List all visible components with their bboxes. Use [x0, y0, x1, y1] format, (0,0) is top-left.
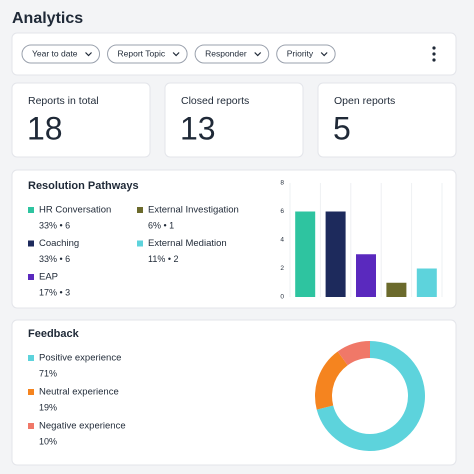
stat-label: Reports in total: [28, 95, 99, 107]
chevron: [254, 52, 262, 57]
chevron: [172, 52, 180, 57]
legend-swatch: [28, 423, 34, 429]
bar: [325, 211, 346, 297]
legend-swatch: [137, 207, 143, 213]
y-tick-label: 4: [280, 237, 284, 244]
filter-label: Priority: [287, 48, 314, 58]
legend-value: 10%: [39, 436, 57, 446]
legend-label: HR Conversation: [39, 205, 111, 216]
legend-label: Negative experience: [39, 421, 126, 432]
page-title: Analytics: [12, 10, 83, 27]
y-tick-label: 8: [280, 180, 284, 187]
legend-swatch: [137, 240, 143, 247]
y-tick-label: 2: [280, 265, 284, 272]
donut-slice: [315, 351, 348, 410]
more-menu[interactable]: [432, 46, 436, 62]
stat-card: [11, 82, 151, 158]
filter-pill: [276, 44, 336, 64]
donut-slice: [337, 341, 370, 366]
legend-value: 33% • 6: [39, 254, 70, 264]
y-tick-label: 0: [280, 294, 284, 301]
stat-card: [164, 82, 304, 158]
legend-label: Neutral experience: [39, 387, 119, 398]
legend-label: External Investigation: [148, 205, 239, 216]
filter-pill: [21, 44, 101, 64]
legend-swatch: [28, 355, 34, 361]
filter-label: Report Topic: [118, 48, 166, 58]
legend-value: 71%: [39, 368, 57, 378]
stats: Reports in total 18 Closed reports 13 Open r…: [11, 82, 457, 158]
stat-value: 13: [180, 110, 216, 146]
filter-dropdown[interactable]: Responder: [194, 44, 270, 64]
chevron: [320, 52, 328, 57]
bar: [416, 268, 437, 297]
legend-label: External Mediation: [148, 238, 227, 249]
stat-label: Closed reports: [181, 95, 249, 107]
filter-pill: [194, 44, 270, 64]
y-tick-label: 6: [280, 208, 284, 215]
legend-swatch: [28, 240, 34, 247]
stat-card: [317, 82, 457, 158]
filter-dropdown[interactable]: Report Topic: [107, 44, 188, 64]
legend-swatch: [28, 389, 34, 395]
chart-title: Resolution Pathways: [28, 180, 139, 192]
bar: [386, 282, 407, 297]
chevron: [85, 52, 92, 57]
donut-slice: [316, 341, 425, 451]
legend-value: 17% • 3: [39, 287, 70, 297]
bar: [356, 254, 376, 297]
stat-value: 5: [333, 110, 351, 146]
filter-dropdown[interactable]: Priority: [276, 44, 336, 64]
chart-title: Feedback: [28, 328, 80, 340]
legend-label: EAP: [39, 272, 58, 283]
legend-value: 33% • 6: [39, 220, 70, 230]
legend-value: 11% • 2: [148, 254, 179, 264]
legend-swatch: [28, 274, 34, 280]
filters: Year to date Report Topic Responder Priorit…: [21, 44, 336, 64]
filter-dropdown[interactable]: Year to date: [21, 44, 101, 64]
legend-value: 19%: [39, 402, 57, 412]
filter-label: Year to date: [32, 48, 78, 58]
legend-label: Coaching: [39, 238, 79, 249]
filter-label: Responder: [205, 48, 247, 58]
stat-label: Open reports: [334, 95, 395, 107]
legend-value: 6% • 1: [148, 220, 174, 230]
stat-value: 18: [27, 110, 63, 146]
bar: [295, 211, 316, 297]
legend-swatch: [28, 207, 34, 213]
legend-label: Positive experience: [39, 353, 121, 364]
filter-pill: [107, 44, 188, 64]
